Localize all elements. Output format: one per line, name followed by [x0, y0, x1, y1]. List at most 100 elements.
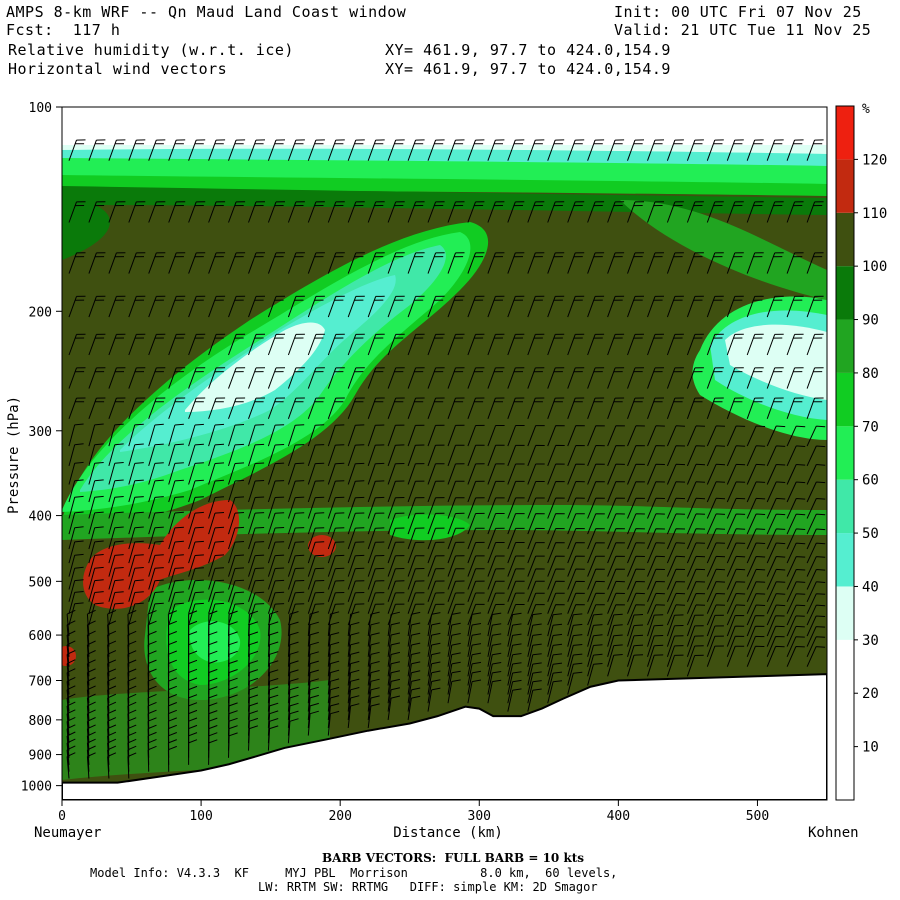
wind-barb	[527, 653, 542, 677]
wind-barb	[208, 443, 225, 467]
wind-barb	[786, 464, 806, 485]
wind-barb	[188, 252, 206, 274]
wind-barb	[248, 541, 265, 564]
wind-barb	[627, 644, 644, 667]
wind-barb	[287, 718, 299, 744]
wind-barb	[66, 620, 76, 647]
wind-barb	[267, 610, 279, 637]
wind-barb	[666, 654, 684, 677]
wind-barb	[208, 252, 226, 274]
wind-barb	[706, 201, 724, 223]
wind-barb	[327, 686, 340, 712]
wind-barb	[228, 603, 245, 626]
wind-barb	[407, 139, 425, 161]
wind-barb	[407, 512, 425, 535]
wind-barb	[168, 443, 184, 467]
wind-barb	[347, 444, 365, 467]
wind-barb	[507, 252, 525, 274]
wind-barb	[587, 463, 605, 485]
wind-barb	[367, 252, 385, 274]
wind-barb	[287, 591, 305, 614]
wind-barb	[367, 642, 380, 667]
wind-barb	[248, 554, 265, 577]
wind-barb	[487, 652, 502, 677]
wind-barb	[148, 591, 164, 614]
wind-barb	[347, 642, 360, 667]
wind-barb	[567, 644, 583, 667]
wind-barb	[307, 641, 319, 667]
wind-barb	[487, 139, 505, 161]
wind-barb	[607, 463, 625, 485]
wind-barb	[706, 481, 726, 503]
wind-barb	[287, 462, 305, 485]
wind-barb	[447, 642, 461, 667]
wind-barb	[607, 445, 625, 467]
wind-barb	[467, 592, 485, 614]
wind-barb	[467, 633, 482, 657]
wind-barb	[86, 693, 96, 720]
wind-barb	[647, 252, 665, 274]
wind-barb	[66, 752, 76, 779]
wind-barb	[447, 670, 461, 695]
wind-barb	[467, 623, 482, 647]
wind-barb	[307, 333, 325, 356]
wind-barb	[467, 424, 485, 447]
wind-barb	[487, 542, 505, 564]
wind-barb	[347, 660, 360, 686]
colorbar-tick-label: 20	[862, 686, 879, 702]
wind-barb	[706, 397, 724, 419]
wind-barb	[267, 444, 285, 467]
wind-barb	[68, 295, 86, 318]
wind-barb	[647, 425, 665, 447]
wind-barb	[706, 625, 724, 647]
wind-barb	[208, 201, 226, 223]
wind-barb	[88, 526, 104, 550]
wind-barb	[248, 480, 265, 503]
wind-barb	[387, 622, 401, 647]
wind-barb	[287, 669, 299, 695]
wind-barb	[726, 604, 746, 626]
wind-barb	[168, 526, 184, 550]
wind-barb	[248, 424, 265, 447]
wind-barb	[547, 481, 565, 503]
wind-barb	[287, 660, 299, 686]
wind-barb	[307, 554, 325, 577]
wind-barb	[248, 333, 266, 356]
wind-barb	[587, 634, 603, 657]
wind-barb	[447, 397, 465, 419]
wind-barb	[746, 528, 766, 550]
wind-barb	[66, 738, 76, 765]
rh-super-edge	[62, 646, 76, 666]
wind-barb	[686, 581, 706, 602]
colorbar-swatch	[836, 479, 854, 534]
wind-barb	[108, 443, 124, 467]
wind-barb	[88, 295, 106, 318]
wind-barb	[447, 633, 461, 657]
wind-barb	[627, 654, 644, 677]
wind-barb	[647, 513, 665, 535]
wind-barb	[148, 423, 164, 447]
wind-barb	[607, 568, 625, 590]
wind-barb	[686, 201, 704, 223]
wind-barb	[427, 397, 445, 419]
wind-barb	[706, 367, 724, 389]
wind-barb	[607, 513, 625, 535]
y-tick-label: 200	[29, 305, 52, 320]
wind-barb	[467, 444, 485, 467]
y-axis-label: Pressure (hPa)	[6, 396, 22, 514]
x-tick-label: 100	[189, 809, 212, 824]
wind-barb	[766, 139, 784, 161]
wind-barb	[686, 593, 706, 614]
wind-barb	[167, 745, 177, 772]
wind-barb	[726, 593, 746, 614]
wind-barb	[287, 397, 305, 419]
wind-barb	[407, 397, 425, 419]
wind-barb	[806, 201, 824, 223]
wind-barb	[607, 425, 625, 447]
colorbar-swatch	[836, 372, 854, 427]
wind-barb	[86, 620, 96, 647]
wind-barb	[467, 397, 485, 419]
wind-barb	[208, 512, 225, 535]
wind-barb	[547, 643, 563, 667]
wind-barb	[347, 622, 360, 647]
